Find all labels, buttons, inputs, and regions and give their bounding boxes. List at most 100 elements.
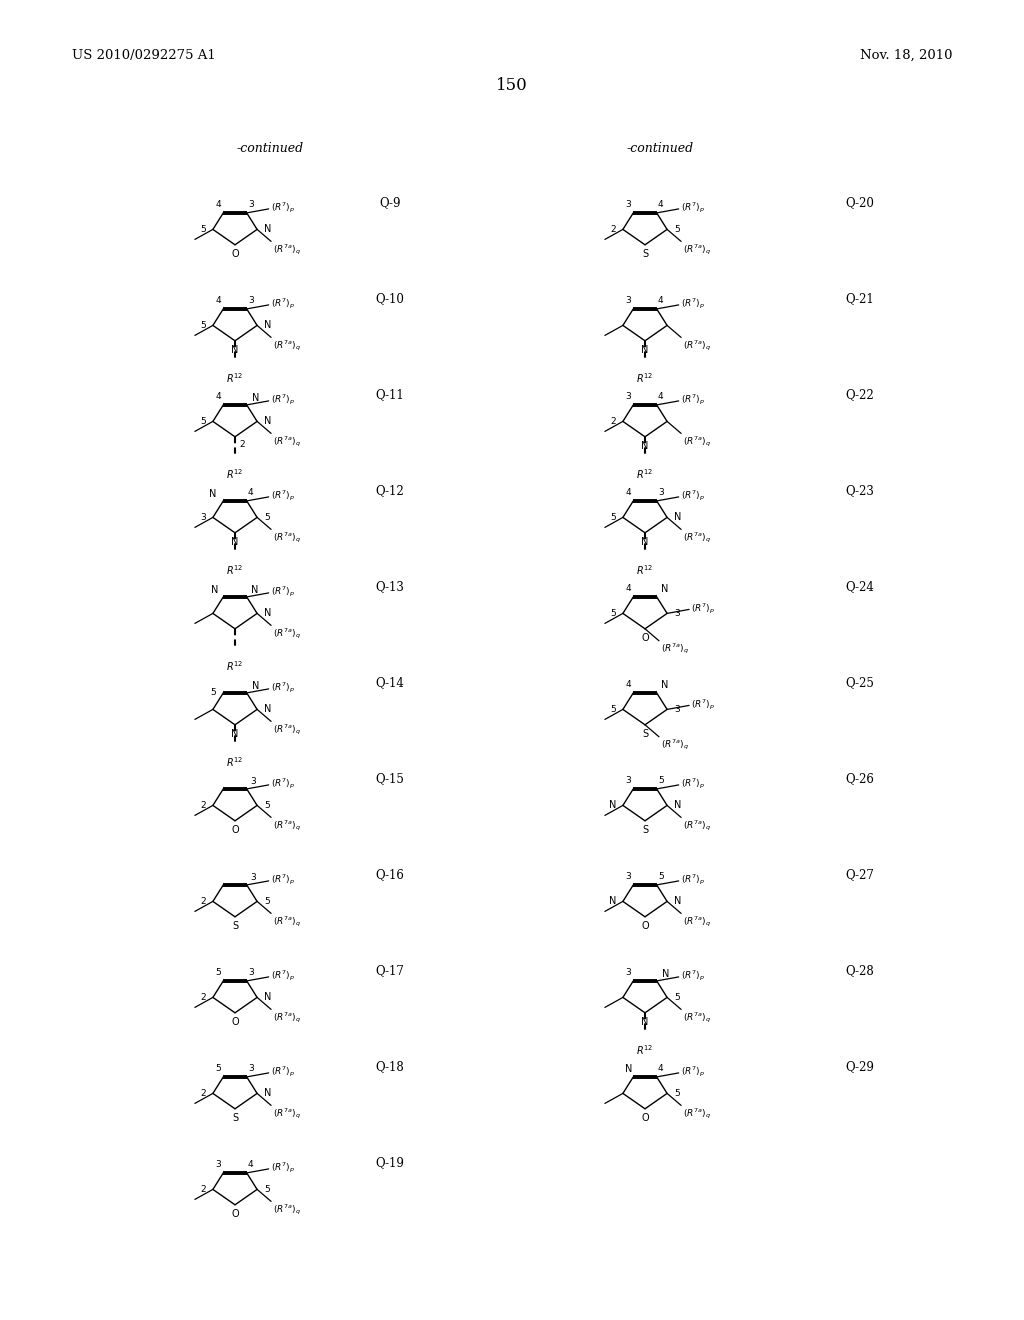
Text: Q-27: Q-27 bbox=[846, 869, 874, 882]
Text: 3: 3 bbox=[626, 873, 631, 882]
Text: 5: 5 bbox=[610, 705, 615, 714]
Text: N: N bbox=[674, 800, 682, 810]
Text: N: N bbox=[660, 583, 668, 594]
Text: N: N bbox=[252, 393, 259, 403]
Text: N: N bbox=[264, 993, 271, 1002]
Text: $R^{12}$: $R^{12}$ bbox=[636, 1043, 653, 1056]
Text: O: O bbox=[231, 1016, 239, 1027]
Text: 3: 3 bbox=[215, 1160, 221, 1170]
Text: O: O bbox=[641, 921, 649, 931]
Text: 2: 2 bbox=[610, 224, 615, 234]
Text: Q-29: Q-29 bbox=[846, 1060, 874, 1073]
Text: Nov. 18, 2010: Nov. 18, 2010 bbox=[859, 49, 952, 62]
Text: Q-15: Q-15 bbox=[376, 772, 404, 785]
Text: $(R^7)_p$: $(R^7)_p$ bbox=[681, 969, 705, 983]
Text: 2: 2 bbox=[201, 896, 206, 906]
Text: 5: 5 bbox=[264, 801, 270, 810]
Text: Q-19: Q-19 bbox=[376, 1156, 404, 1170]
Text: 4: 4 bbox=[626, 680, 631, 689]
Text: $(R^{7a})_q$: $(R^{7a})_q$ bbox=[273, 1203, 301, 1217]
Text: N: N bbox=[251, 585, 258, 595]
Text: 3: 3 bbox=[626, 776, 631, 785]
Text: 5: 5 bbox=[610, 609, 615, 618]
Text: -continued: -continued bbox=[237, 141, 303, 154]
Text: $(R^7)_p$: $(R^7)_p$ bbox=[681, 488, 705, 503]
Text: N: N bbox=[264, 321, 271, 330]
Text: Q-23: Q-23 bbox=[846, 484, 874, 498]
Text: $R^{12}$: $R^{12}$ bbox=[226, 562, 244, 577]
Text: S: S bbox=[642, 825, 648, 834]
Text: 3: 3 bbox=[248, 297, 254, 305]
Text: 2: 2 bbox=[201, 993, 206, 1002]
Text: $(R^{7a})_q$: $(R^{7a})_q$ bbox=[273, 818, 301, 833]
Text: 3: 3 bbox=[657, 488, 664, 498]
Text: $R^{12}$: $R^{12}$ bbox=[636, 562, 653, 577]
Text: $(R^{7a})_q$: $(R^{7a})_q$ bbox=[683, 338, 711, 352]
Text: $(R^{7a})_q$: $(R^{7a})_q$ bbox=[662, 738, 689, 752]
Text: 5: 5 bbox=[200, 321, 206, 330]
Text: 5: 5 bbox=[610, 513, 615, 521]
Text: 3: 3 bbox=[248, 1064, 254, 1073]
Text: $(R^7)_p$: $(R^7)_p$ bbox=[270, 1160, 295, 1175]
Text: O: O bbox=[231, 1209, 239, 1218]
Text: 4: 4 bbox=[657, 297, 664, 305]
Text: N: N bbox=[674, 896, 682, 907]
Text: 5: 5 bbox=[674, 224, 680, 234]
Text: N: N bbox=[264, 705, 271, 714]
Text: Q-12: Q-12 bbox=[376, 484, 404, 498]
Text: O: O bbox=[231, 825, 239, 834]
Text: O: O bbox=[641, 632, 649, 643]
Text: $(R^7)_p$: $(R^7)_p$ bbox=[691, 697, 715, 711]
Text: Q-9: Q-9 bbox=[379, 197, 400, 210]
Text: 4: 4 bbox=[626, 585, 631, 594]
Text: S: S bbox=[232, 1113, 238, 1123]
Text: $(R^7)_p$: $(R^7)_p$ bbox=[681, 201, 705, 215]
Text: $(R^{7a})_q$: $(R^{7a})_q$ bbox=[683, 818, 711, 833]
Text: 5: 5 bbox=[674, 993, 680, 1002]
Text: 4: 4 bbox=[657, 392, 664, 401]
Text: US 2010/0292275 A1: US 2010/0292275 A1 bbox=[72, 49, 216, 62]
Text: $(R^7)_p$: $(R^7)_p$ bbox=[270, 201, 295, 215]
Text: $(R^{7a})_q$: $(R^{7a})_q$ bbox=[273, 338, 301, 352]
Text: $(R^{7a})_q$: $(R^{7a})_q$ bbox=[273, 434, 301, 449]
Text: S: S bbox=[232, 921, 238, 931]
Text: Q-14: Q-14 bbox=[376, 676, 404, 689]
Text: N: N bbox=[252, 681, 259, 690]
Text: 3: 3 bbox=[251, 874, 256, 882]
Text: $(R^{7a})_q$: $(R^{7a})_q$ bbox=[273, 1010, 301, 1024]
Text: $(R^7)_p$: $(R^7)_p$ bbox=[270, 681, 295, 696]
Text: 3: 3 bbox=[626, 392, 631, 401]
Text: N: N bbox=[264, 609, 271, 618]
Text: Q-18: Q-18 bbox=[376, 1060, 404, 1073]
Text: 5: 5 bbox=[200, 417, 206, 426]
Text: $R^{12}$: $R^{12}$ bbox=[636, 467, 653, 480]
Text: 3: 3 bbox=[674, 609, 680, 618]
Text: N: N bbox=[608, 896, 615, 907]
Text: $(R^{7a})_q$: $(R^{7a})_q$ bbox=[273, 722, 301, 737]
Text: $(R^7)_p$: $(R^7)_p$ bbox=[691, 601, 715, 615]
Text: $(R^{7a})_q$: $(R^{7a})_q$ bbox=[662, 642, 689, 656]
Text: $(R^7)_p$: $(R^7)_p$ bbox=[681, 297, 705, 312]
Text: 5: 5 bbox=[674, 1089, 680, 1098]
Text: $(R^7)_p$: $(R^7)_p$ bbox=[270, 585, 295, 599]
Text: N: N bbox=[264, 1089, 271, 1098]
Text: $R^{12}$: $R^{12}$ bbox=[226, 467, 244, 480]
Text: Q-22: Q-22 bbox=[846, 388, 874, 401]
Text: $(R^{7a})_q$: $(R^{7a})_q$ bbox=[683, 243, 711, 257]
Text: 4: 4 bbox=[215, 392, 221, 401]
Text: Q-21: Q-21 bbox=[846, 293, 874, 305]
Text: 3: 3 bbox=[248, 969, 254, 977]
Text: O: O bbox=[231, 248, 239, 259]
Text: $(R^7)_p$: $(R^7)_p$ bbox=[270, 392, 295, 407]
Text: 4: 4 bbox=[248, 488, 254, 498]
Text: Q-13: Q-13 bbox=[376, 581, 404, 594]
Text: Q-24: Q-24 bbox=[846, 581, 874, 594]
Text: $R^{12}$: $R^{12}$ bbox=[226, 659, 244, 673]
Text: Q-28: Q-28 bbox=[846, 965, 874, 978]
Text: 2: 2 bbox=[201, 1089, 206, 1098]
Text: $(R^7)_p$: $(R^7)_p$ bbox=[270, 873, 295, 887]
Text: $(R^7)_p$: $(R^7)_p$ bbox=[270, 776, 295, 791]
Text: 5: 5 bbox=[211, 689, 216, 697]
Text: $(R^7)_p$: $(R^7)_p$ bbox=[681, 873, 705, 887]
Text: $(R^7)_p$: $(R^7)_p$ bbox=[681, 1065, 705, 1080]
